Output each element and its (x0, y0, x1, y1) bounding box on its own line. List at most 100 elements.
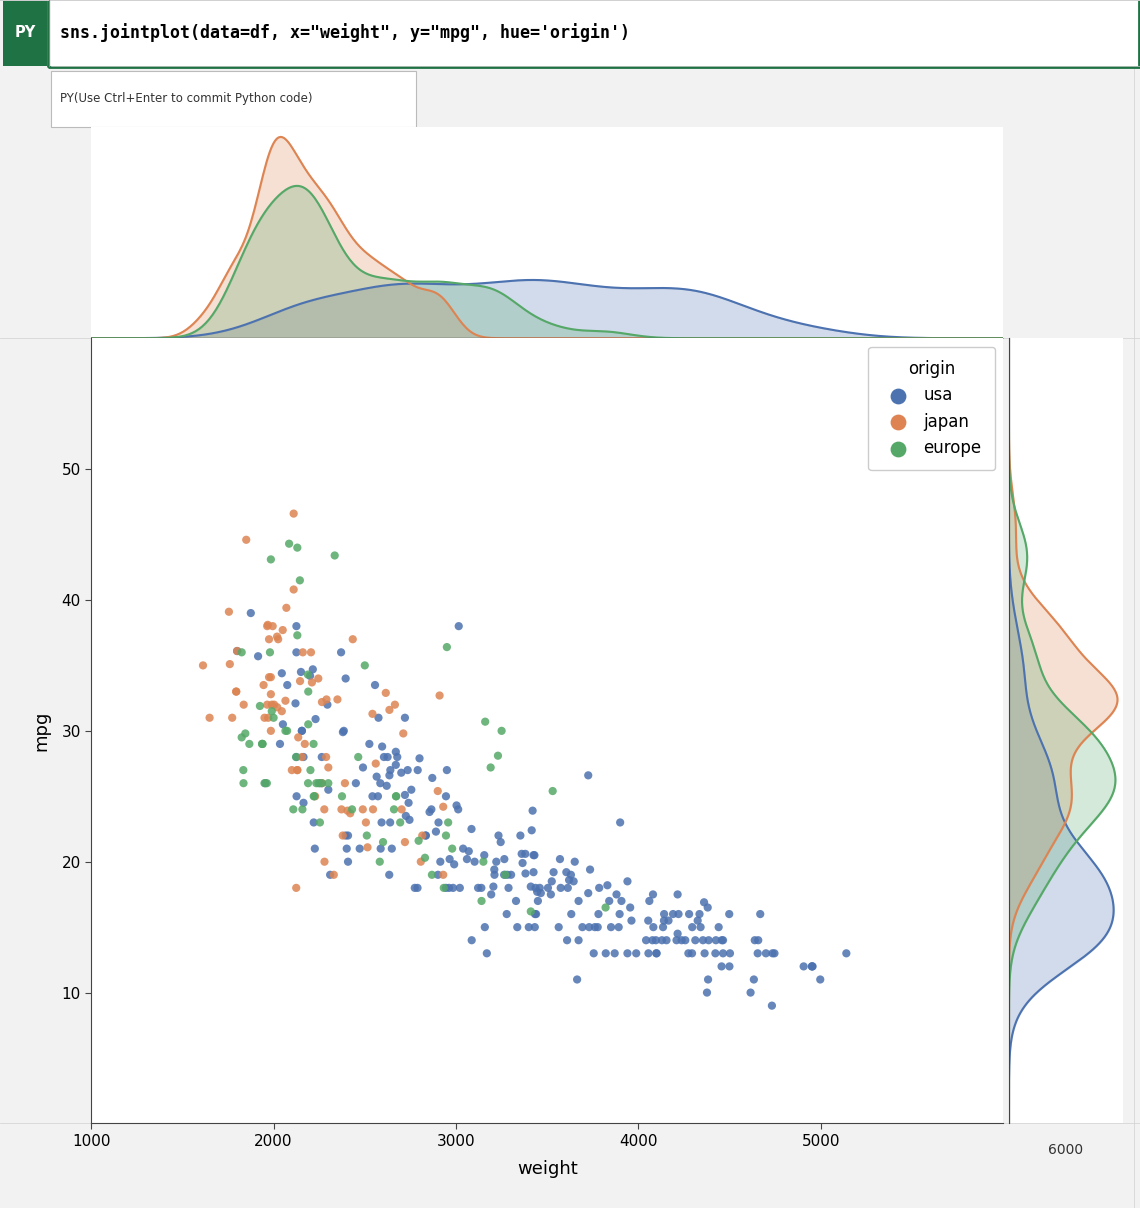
japan (268, 627, 286, 646)
europe (264, 708, 283, 727)
japan (392, 800, 410, 819)
usa (598, 876, 617, 895)
usa (522, 877, 540, 896)
usa (707, 930, 725, 949)
usa (351, 838, 369, 858)
usa (272, 663, 291, 683)
usa (416, 826, 434, 846)
usa (699, 970, 717, 989)
japan (258, 616, 276, 635)
usa (449, 800, 467, 819)
usa (410, 749, 429, 768)
usa (339, 852, 357, 871)
japan (288, 761, 307, 780)
usa (648, 943, 666, 963)
usa (559, 878, 577, 898)
usa (520, 918, 538, 937)
usa (440, 878, 458, 898)
japan (381, 701, 399, 720)
usa (644, 918, 662, 937)
europe (472, 892, 490, 911)
usa (386, 755, 405, 774)
usa (683, 918, 701, 937)
japan (227, 681, 245, 701)
usa (526, 918, 544, 937)
usa (319, 780, 337, 800)
usa (445, 855, 463, 875)
usa (570, 930, 588, 949)
usa (602, 918, 620, 937)
usa (663, 905, 682, 924)
usa (549, 918, 568, 937)
europe (291, 570, 309, 590)
japan (295, 734, 314, 754)
usa (640, 911, 658, 930)
Bar (51, 0, 1140, 66)
usa (495, 865, 513, 884)
usa (618, 872, 636, 892)
europe (356, 656, 374, 675)
japan (334, 826, 352, 846)
usa (654, 918, 673, 937)
europe (261, 643, 279, 662)
usa (426, 821, 445, 841)
usa (502, 865, 520, 884)
usa (430, 813, 448, 832)
japan (434, 797, 453, 817)
usa (373, 813, 391, 832)
europe (349, 748, 367, 767)
japan (237, 530, 255, 550)
europe (343, 800, 361, 819)
usa (437, 878, 455, 898)
usa (542, 884, 560, 904)
usa (700, 930, 718, 949)
europe (288, 538, 307, 557)
usa (286, 693, 304, 713)
usa (475, 918, 494, 937)
usa (491, 832, 510, 852)
japan (285, 504, 303, 523)
europe (385, 800, 404, 819)
usa (499, 878, 518, 898)
japan (264, 695, 283, 714)
europe (333, 786, 351, 806)
usa (516, 864, 535, 883)
japan (259, 615, 277, 634)
usa (695, 943, 714, 963)
europe (306, 786, 324, 806)
usa (375, 748, 393, 767)
europe (434, 878, 453, 898)
usa (524, 846, 543, 865)
usa (423, 768, 441, 788)
usa (294, 748, 312, 767)
usa (449, 616, 467, 635)
usa (573, 918, 592, 937)
usa (463, 819, 481, 838)
usa (539, 878, 557, 898)
usa (522, 820, 540, 840)
usa (511, 826, 529, 846)
usa (656, 905, 674, 924)
usa (527, 878, 545, 898)
usa (392, 763, 410, 783)
japan (194, 656, 212, 675)
Bar (3, 0, 47, 66)
usa (562, 905, 580, 924)
usa (408, 761, 426, 780)
usa (378, 748, 397, 767)
Bar (48, 0, 1139, 68)
europe (311, 813, 329, 832)
japan (259, 708, 277, 727)
japan (260, 668, 278, 687)
usa (699, 898, 717, 917)
usa (386, 742, 405, 761)
usa (443, 878, 462, 898)
japan (431, 686, 449, 705)
usa (659, 911, 677, 930)
usa (417, 826, 435, 846)
usa (744, 970, 763, 989)
usa (692, 918, 710, 937)
usa (513, 853, 531, 872)
usa (669, 905, 687, 924)
usa (381, 766, 399, 785)
